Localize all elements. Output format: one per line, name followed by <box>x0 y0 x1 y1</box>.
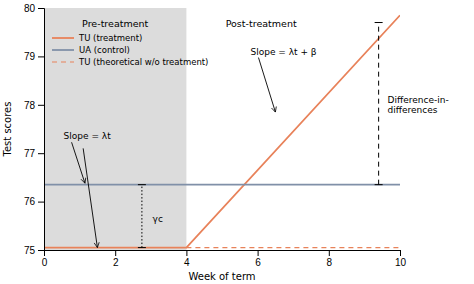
tick: 79 <box>24 51 44 62</box>
tick-mark <box>38 8 44 9</box>
tick-label: 6 <box>255 257 261 268</box>
tick-label: 8 <box>327 257 333 268</box>
legend-label: UA (control) <box>79 45 130 55</box>
bracket <box>375 23 383 185</box>
shaded-region <box>44 8 186 250</box>
tick-label: 80 <box>24 3 36 14</box>
tick: 8 <box>327 250 333 268</box>
legend-item: TU (treatment) <box>52 33 142 43</box>
tick-mark <box>38 250 44 251</box>
tick-label: 4 <box>184 257 190 268</box>
x-axis-title: Week of term <box>188 271 255 282</box>
tick-label: 79 <box>24 51 36 62</box>
tick-label: 75 <box>24 245 36 256</box>
tick-mark <box>38 105 44 106</box>
tick: 75 <box>24 245 44 256</box>
tick-label: 76 <box>24 196 36 207</box>
tick: 0 <box>42 250 48 268</box>
plot: 0 2 4 6 8 10 75 76 77 78 79 80 Pre-treatment Post-tre… <box>24 3 449 268</box>
axis-line <box>38 9 45 251</box>
x-axis: 0 2 4 6 8 10 <box>42 250 407 268</box>
region-label: Post-treatment <box>226 18 297 29</box>
region-label: Pre-treatment <box>82 18 148 29</box>
y-axis: 75 76 77 78 79 80 <box>24 3 45 256</box>
tick-mark <box>400 250 401 256</box>
tick-mark <box>38 202 44 203</box>
bracket-line <box>378 23 379 185</box>
series-line <box>44 184 400 186</box>
tick: 80 <box>24 3 44 14</box>
annotation: Slope = λt <box>64 131 112 141</box>
tick: 77 <box>24 148 44 159</box>
tick-mark <box>38 153 44 154</box>
bracket-cap <box>138 247 146 248</box>
annotation-arrow <box>258 58 275 112</box>
tick: 10 <box>395 250 407 268</box>
legend-label: TU (treatment) <box>78 33 142 43</box>
annotations: Pre-treatment Post-treatment γc Difference-… <box>64 18 449 247</box>
bracket <box>138 185 146 248</box>
tick: 78 <box>24 100 44 111</box>
legend-swatch <box>52 61 74 62</box>
tick-mark <box>38 56 44 57</box>
tick-mark <box>258 250 259 256</box>
annotation: Slope = λt + β <box>250 47 316 57</box>
legend-label: TU (theoretical w/o treatment) <box>78 57 208 67</box>
bracket-cap <box>375 184 383 185</box>
tick-label: 0 <box>42 257 48 268</box>
chart: 0 2 4 6 8 10 75 76 77 78 79 80 Pre-treatment Post-tre… <box>0 0 474 284</box>
tick: 4 <box>184 250 190 268</box>
tick-label: 2 <box>113 257 119 268</box>
bracket-line <box>141 185 142 248</box>
tick: 2 <box>113 250 119 268</box>
bracket-cap <box>375 22 383 23</box>
legend-swatch <box>52 37 74 39</box>
tick-mark <box>186 250 187 256</box>
tick: 6 <box>255 250 261 268</box>
annotation: γc <box>153 214 163 224</box>
legend-item: TU (theoretical w/o treatment) <box>52 57 208 67</box>
legend-item: UA (control) <box>52 45 130 55</box>
series-line <box>186 247 400 248</box>
series-line <box>44 15 400 247</box>
annotation: Difference-in-differences <box>388 95 449 115</box>
bracket-cap <box>138 184 146 185</box>
y-axis-title: Test scores <box>2 102 13 158</box>
legend: TU (treatment) UA (control) TU (theoretica… <box>52 33 208 67</box>
tick-mark <box>115 250 116 256</box>
legend-swatch <box>52 49 74 51</box>
tick: 76 <box>24 196 44 207</box>
axis-line <box>45 251 401 257</box>
tick-label: 10 <box>395 257 407 268</box>
tick-label: 78 <box>24 100 36 111</box>
annotation-arrow <box>83 148 97 247</box>
tick-label: 77 <box>24 148 36 159</box>
tick-mark <box>329 250 330 256</box>
data-area <box>44 8 400 250</box>
